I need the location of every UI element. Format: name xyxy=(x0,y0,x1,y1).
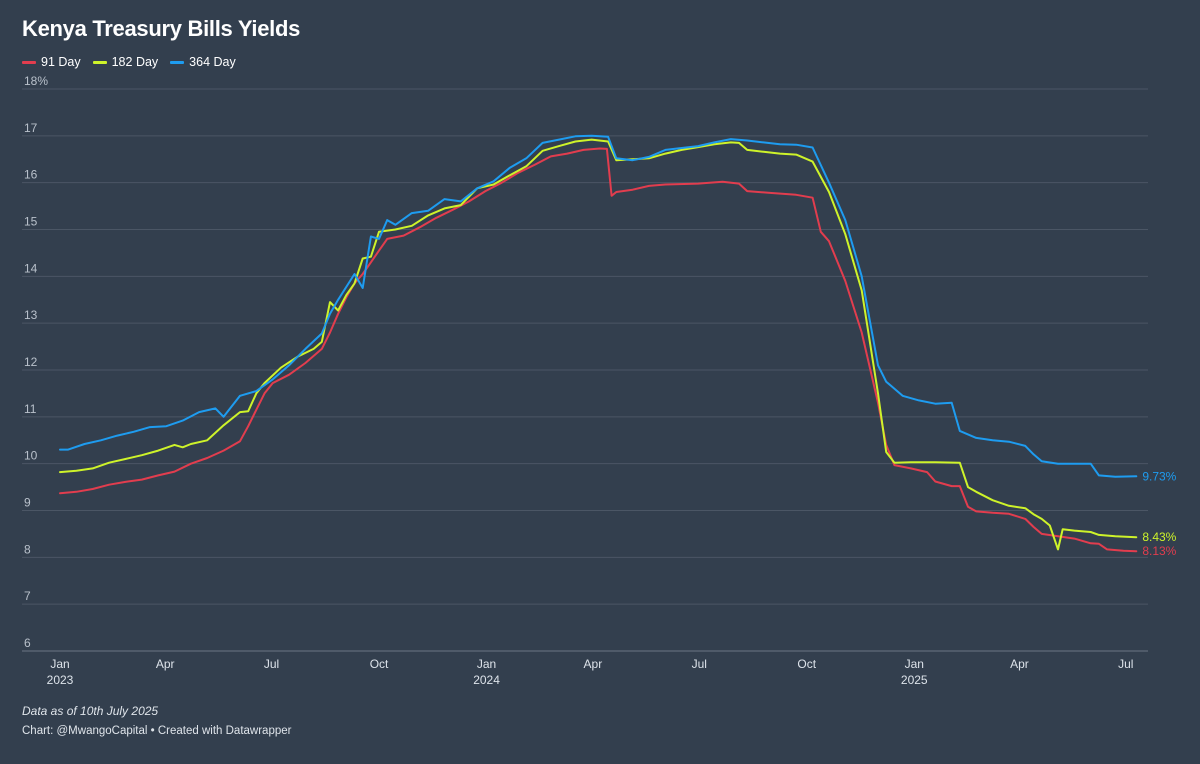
legend-swatch-182-day xyxy=(92,60,107,64)
y-tick-label: 8 xyxy=(24,542,31,556)
x-tick-label: Jul xyxy=(264,657,279,671)
series-line-91-day xyxy=(59,147,1138,553)
x-tick-year-label: 2025 xyxy=(901,673,928,687)
chart-notes: Data as of 10th July 2025 xyxy=(22,704,159,718)
y-tick-label: 14 xyxy=(24,261,38,275)
legend-swatch-364-day xyxy=(170,60,185,64)
legend-item-182-day: 182 Day xyxy=(92,55,159,69)
x-tick-label: Jan xyxy=(905,657,924,671)
x-tick-label: Apr xyxy=(1010,657,1029,671)
end-value-label-182-day: 8.43% xyxy=(1142,530,1176,544)
x-tick-label: Apr xyxy=(156,657,175,671)
x-tick-label: Oct xyxy=(370,657,389,671)
y-tick-label: 6 xyxy=(24,636,31,650)
y-tick-label: 18% xyxy=(24,74,48,88)
legend-label-182-day: 182 Day xyxy=(111,55,159,69)
y-tick-label: 13 xyxy=(24,308,38,322)
y-tick-label: 9 xyxy=(24,496,31,510)
x-tick-label: Jul xyxy=(1118,657,1133,671)
x-tick-year-label: 2023 xyxy=(47,673,74,687)
x-tick-year-label: 2024 xyxy=(473,673,500,687)
chart-source: Chart: @MwangoCapital • Created with Dat… xyxy=(22,725,292,737)
y-tick-label: 17 xyxy=(24,121,38,135)
legend-item-91-day: 91 Day xyxy=(22,55,81,69)
y-tick-label: 7 xyxy=(24,589,31,603)
x-tick-label: Apr xyxy=(584,657,603,671)
end-value-label-364-day: 9.73% xyxy=(1142,469,1176,483)
y-tick-label: 12 xyxy=(24,355,38,369)
x-tick-label: Jan xyxy=(50,657,69,671)
x-tick-label: Jan xyxy=(477,657,496,671)
legend-label-91-day: 91 Day xyxy=(41,55,81,69)
legend-item-364-day: 364 Day xyxy=(170,55,236,69)
end-value-label-91-day: 8.13% xyxy=(1142,544,1176,558)
legend-swatch-91-day xyxy=(22,60,36,64)
y-tick-label: 10 xyxy=(24,449,38,463)
legend-label-364-day: 364 Day xyxy=(189,55,236,69)
y-tick-label: 16 xyxy=(24,168,38,182)
x-tick-label: Oct xyxy=(797,657,816,671)
x-tick-label: Jul xyxy=(692,657,707,671)
y-tick-label: 15 xyxy=(24,215,38,229)
series-line-182-day xyxy=(59,138,1138,551)
chart-title: Kenya Treasury Bills Yields xyxy=(22,16,301,41)
series-line-364-day xyxy=(59,134,1138,478)
chart-legend: 91 Day 182 Day 364 Day xyxy=(22,55,236,69)
y-tick-label: 11 xyxy=(24,402,37,416)
